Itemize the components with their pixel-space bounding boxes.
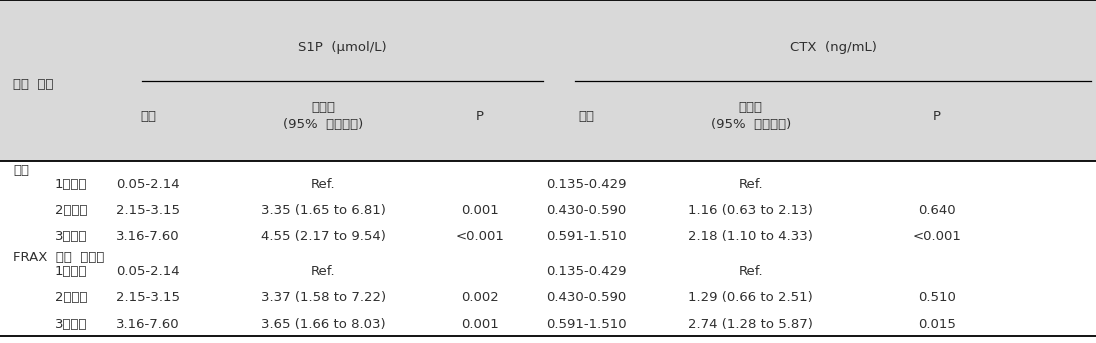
Text: Ref.: Ref. <box>311 265 335 278</box>
Text: 1.16 (0.63 to 2.13): 1.16 (0.63 to 2.13) <box>688 204 813 217</box>
Text: 3.16-7.60: 3.16-7.60 <box>116 318 180 331</box>
Text: 2.18 (1.10 to 4.33): 2.18 (1.10 to 4.33) <box>688 230 813 244</box>
Text: 2삼분위: 2삼분위 <box>55 204 88 217</box>
Text: 0.640: 0.640 <box>918 204 956 217</box>
Text: 1삼분위: 1삼분위 <box>55 178 88 191</box>
Text: 0.015: 0.015 <box>918 318 956 331</box>
Text: 0.510: 0.510 <box>918 292 956 305</box>
Text: S1P  (μmol/L): S1P (μmol/L) <box>298 42 387 55</box>
Text: 3.37 (1.58 to 7.22): 3.37 (1.58 to 7.22) <box>261 292 386 305</box>
Text: <0.001: <0.001 <box>913 230 961 244</box>
Text: 3.65 (1.66 to 8.03): 3.65 (1.66 to 8.03) <box>261 318 386 331</box>
Text: P: P <box>476 110 484 123</box>
Text: 오즈비
(95%  신뢰구간): 오즈비 (95% 신뢰구간) <box>710 101 791 131</box>
Bar <box>0 161 1096 343</box>
Text: CTX  (ng/mL): CTX (ng/mL) <box>789 42 877 55</box>
Text: Ref.: Ref. <box>739 178 763 191</box>
Text: 보정  변수: 보정 변수 <box>13 78 54 91</box>
Text: 0.001: 0.001 <box>461 318 499 331</box>
Text: Ref.: Ref. <box>311 178 335 191</box>
Text: 0.001: 0.001 <box>461 204 499 217</box>
Text: 0.05-2.14: 0.05-2.14 <box>116 178 180 191</box>
Text: 0.591-1.510: 0.591-1.510 <box>546 318 627 331</box>
Text: 1.29 (0.66 to 2.51): 1.29 (0.66 to 2.51) <box>688 292 813 305</box>
Text: 0.135-0.429: 0.135-0.429 <box>546 178 627 191</box>
Text: 농도: 농도 <box>579 110 594 123</box>
Text: 4.55 (2.17 to 9.54): 4.55 (2.17 to 9.54) <box>261 230 386 244</box>
Text: 1삼분위: 1삼분위 <box>55 265 88 278</box>
Text: 2삼분위: 2삼분위 <box>55 292 88 305</box>
Text: 0.430-0.590: 0.430-0.590 <box>546 292 627 305</box>
Text: 0.430-0.590: 0.430-0.590 <box>546 204 627 217</box>
Text: 0.135-0.429: 0.135-0.429 <box>546 265 627 278</box>
Text: 2.15-3.15: 2.15-3.15 <box>116 292 180 305</box>
Text: <0.001: <0.001 <box>456 230 504 244</box>
Text: Ref.: Ref. <box>739 265 763 278</box>
Text: 3삼분위: 3삼분위 <box>55 230 88 244</box>
Text: 농도: 농도 <box>140 110 156 123</box>
Text: 0.002: 0.002 <box>461 292 499 305</box>
Text: FRAX  골절  위험도: FRAX 골절 위험도 <box>13 251 104 264</box>
Text: 오즈비
(95%  신뢰구간): 오즈비 (95% 신뢰구간) <box>283 101 364 131</box>
Text: 0.591-1.510: 0.591-1.510 <box>546 230 627 244</box>
Text: 없음: 없음 <box>13 164 30 177</box>
Text: 3.16-7.60: 3.16-7.60 <box>116 230 180 244</box>
Text: 0.05-2.14: 0.05-2.14 <box>116 265 180 278</box>
Text: 2.74 (1.28 to 5.87): 2.74 (1.28 to 5.87) <box>688 318 813 331</box>
Text: 2.15-3.15: 2.15-3.15 <box>116 204 180 217</box>
Bar <box>0 0 1096 161</box>
Text: 3.35 (1.65 to 6.81): 3.35 (1.65 to 6.81) <box>261 204 386 217</box>
Text: 3삼분위: 3삼분위 <box>55 318 88 331</box>
Text: P: P <box>933 110 941 123</box>
